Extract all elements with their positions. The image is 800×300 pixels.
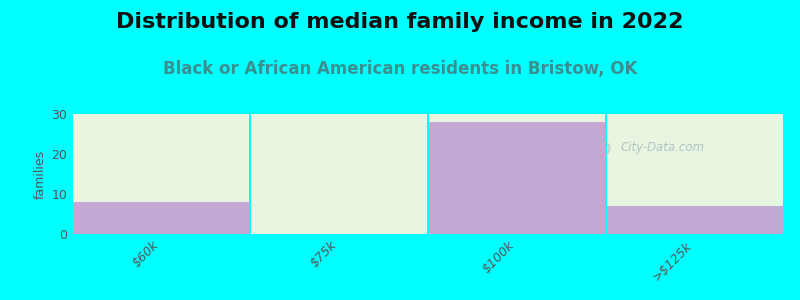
Bar — [430, 114, 605, 234]
Bar — [251, 114, 426, 234]
Text: City-Data.com: City-Data.com — [620, 141, 704, 154]
Bar — [430, 122, 605, 234]
Bar — [74, 202, 249, 234]
Text: Black or African American residents in Bristow, OK: Black or African American residents in B… — [163, 60, 637, 78]
Text: Distribution of median family income in 2022: Distribution of median family income in … — [116, 12, 684, 32]
Bar — [607, 206, 782, 234]
Bar — [74, 114, 249, 234]
Y-axis label: families: families — [34, 149, 47, 199]
Bar — [607, 114, 782, 234]
